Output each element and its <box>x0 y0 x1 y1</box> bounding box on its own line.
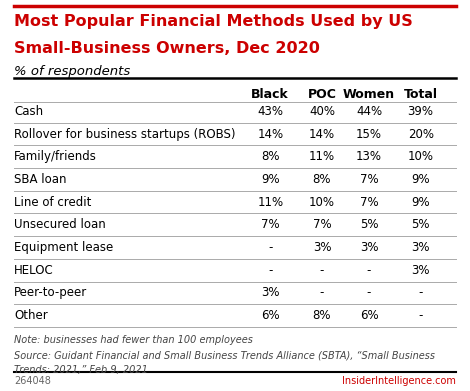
Text: 44%: 44% <box>356 105 382 118</box>
Text: 9%: 9% <box>261 173 280 186</box>
Text: 13%: 13% <box>356 150 382 163</box>
Text: 7%: 7% <box>313 218 331 231</box>
Text: 8%: 8% <box>313 309 331 322</box>
Text: SBA loan: SBA loan <box>14 173 67 186</box>
Text: -: - <box>418 286 423 300</box>
Text: 3%: 3% <box>411 264 430 277</box>
Text: Other: Other <box>14 309 48 322</box>
Text: Cash: Cash <box>14 105 43 118</box>
Text: -: - <box>268 264 273 277</box>
Text: 39%: 39% <box>407 105 434 118</box>
Text: 14%: 14% <box>309 127 335 141</box>
Text: Source: Guidant Financial and Small Business Trends Alliance (SBTA), “Small Busi: Source: Guidant Financial and Small Busi… <box>14 350 435 361</box>
Text: 6%: 6% <box>360 309 378 322</box>
Text: -: - <box>268 241 273 254</box>
Text: Rollover for business startups (ROBS): Rollover for business startups (ROBS) <box>14 127 235 141</box>
Text: 3%: 3% <box>360 241 378 254</box>
Text: Small-Business Owners, Dec 2020: Small-Business Owners, Dec 2020 <box>14 41 320 56</box>
Text: 11%: 11% <box>309 150 335 163</box>
Text: 10%: 10% <box>309 196 335 209</box>
Text: Note: businesses had fewer than 100 employees: Note: businesses had fewer than 100 empl… <box>14 335 253 346</box>
Text: Trends: 2021,” Feb 9, 2021: Trends: 2021,” Feb 9, 2021 <box>14 365 148 375</box>
Text: Black: Black <box>251 88 289 101</box>
Text: Unsecured loan: Unsecured loan <box>14 218 106 231</box>
Text: -: - <box>418 309 423 322</box>
Text: 11%: 11% <box>257 196 283 209</box>
Text: Most Popular Financial Methods Used by US: Most Popular Financial Methods Used by U… <box>14 14 413 29</box>
Text: 10%: 10% <box>407 150 434 163</box>
Text: -: - <box>320 286 324 300</box>
Text: 9%: 9% <box>411 196 430 209</box>
Text: 6%: 6% <box>261 309 280 322</box>
Text: 20%: 20% <box>407 127 434 141</box>
Text: 5%: 5% <box>360 218 378 231</box>
Text: InsiderIntelligence.com: InsiderIntelligence.com <box>342 376 456 386</box>
Text: 7%: 7% <box>360 173 378 186</box>
Text: Equipment lease: Equipment lease <box>14 241 113 254</box>
Text: 40%: 40% <box>309 105 335 118</box>
Text: 14%: 14% <box>257 127 283 141</box>
Text: 5%: 5% <box>411 218 430 231</box>
Text: 7%: 7% <box>360 196 378 209</box>
Text: Women: Women <box>343 88 395 101</box>
Text: Line of credit: Line of credit <box>14 196 92 209</box>
Text: -: - <box>367 264 371 277</box>
Text: 3%: 3% <box>411 241 430 254</box>
Text: 3%: 3% <box>261 286 280 300</box>
Text: Peer-to-peer: Peer-to-peer <box>14 286 87 300</box>
Text: 264048: 264048 <box>14 376 51 386</box>
Text: Family/friends: Family/friends <box>14 150 97 163</box>
Text: 15%: 15% <box>356 127 382 141</box>
Text: -: - <box>367 286 371 300</box>
Text: % of respondents: % of respondents <box>14 65 130 78</box>
Text: HELOC: HELOC <box>14 264 54 277</box>
Text: 3%: 3% <box>313 241 331 254</box>
Text: Total: Total <box>404 88 438 101</box>
Text: 43%: 43% <box>257 105 283 118</box>
Text: 7%: 7% <box>261 218 280 231</box>
Text: 8%: 8% <box>313 173 331 186</box>
Text: 8%: 8% <box>261 150 280 163</box>
Text: 9%: 9% <box>411 173 430 186</box>
Text: POC: POC <box>307 88 337 101</box>
Text: -: - <box>320 264 324 277</box>
